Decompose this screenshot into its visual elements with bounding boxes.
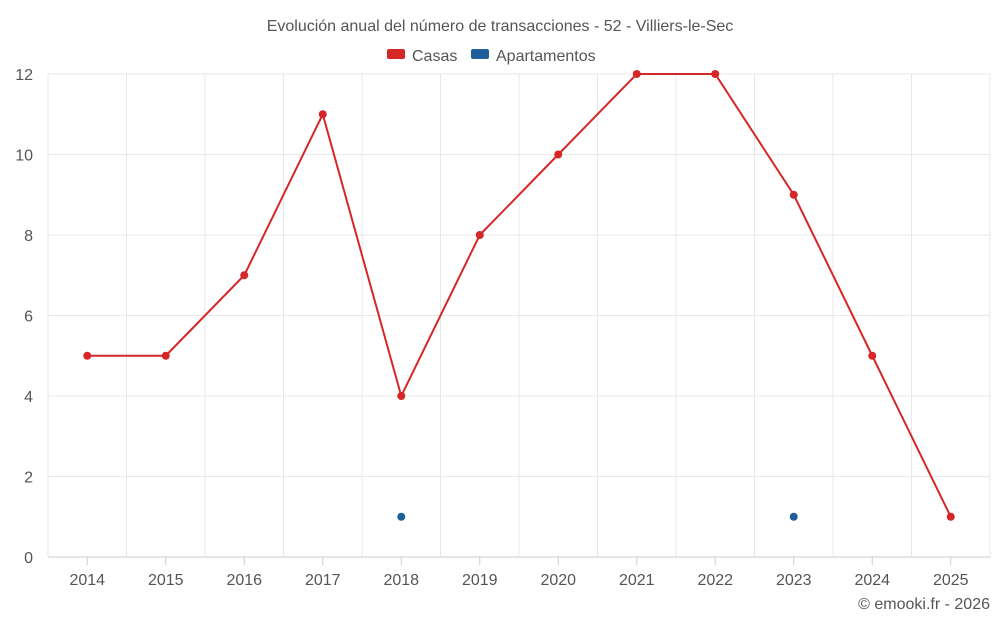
- x-tick-label: 2020: [540, 572, 576, 589]
- x-tick-label: 2022: [697, 572, 733, 589]
- y-tick-label: 4: [24, 389, 33, 406]
- x-axis-ticks: 2014 2015 2016 2017 2018 2019 2020 2021 2022 2023…: [69, 557, 969, 589]
- y-tick-label: 0: [24, 550, 33, 567]
- y-tick-label: 2: [24, 470, 33, 487]
- legend-swatch-apartamentos: [471, 49, 489, 59]
- x-tick-label: 2023: [776, 572, 812, 589]
- data-point-casas[interactable]: [161, 351, 170, 360]
- data-point-casas[interactable]: [868, 351, 877, 360]
- data-point-casas[interactable]: [946, 512, 955, 521]
- x-gridlines: [47, 74, 991, 557]
- x-tick-label: 2024: [854, 572, 890, 589]
- data-point-casas[interactable]: [789, 190, 798, 199]
- data-point-casas[interactable]: [632, 70, 641, 78]
- data-point-casas[interactable]: [711, 70, 720, 78]
- x-tick-label: 2016: [226, 572, 262, 589]
- data-point-apartamentos[interactable]: [397, 512, 406, 521]
- data-point-casas[interactable]: [397, 392, 406, 400]
- legend-swatch-casas: [387, 49, 405, 59]
- y-tick-label: 6: [24, 309, 33, 326]
- y-tick-label: 12: [15, 67, 33, 84]
- data-point-apartamentos[interactable]: [789, 512, 798, 521]
- data-point-casas[interactable]: [475, 231, 484, 239]
- y-axis-ticks: 0 2 4 6 8 10 12: [15, 67, 33, 567]
- series-line-casas: [87, 73, 952, 518]
- x-tick-label: 2015: [148, 572, 184, 589]
- x-tick-label: 2014: [69, 572, 105, 589]
- credit-text: © emooki.fr - 2026: [858, 596, 990, 613]
- data-point-casas[interactable]: [240, 271, 249, 280]
- x-tick-label: 2017: [305, 572, 341, 589]
- x-tick-label: 2018: [383, 572, 419, 589]
- data-point-casas[interactable]: [318, 110, 327, 119]
- x-tick-label: 2019: [462, 572, 498, 589]
- data-point-casas[interactable]: [554, 150, 563, 159]
- series-points: [83, 70, 955, 521]
- legend: Casas Apartamentos: [387, 48, 596, 65]
- legend-label-casas[interactable]: Casas: [412, 48, 457, 65]
- x-tick-label: 2025: [933, 572, 969, 589]
- y-tick-label: 10: [15, 148, 33, 165]
- data-point-casas[interactable]: [83, 351, 92, 360]
- series-lines: [87, 73, 952, 518]
- legend-label-apartamentos[interactable]: Apartamentos: [496, 48, 596, 65]
- chart-title: Evolución anual del número de transaccio…: [267, 18, 734, 35]
- x-tick-label: 2021: [619, 572, 655, 589]
- y-tick-label: 8: [24, 228, 33, 245]
